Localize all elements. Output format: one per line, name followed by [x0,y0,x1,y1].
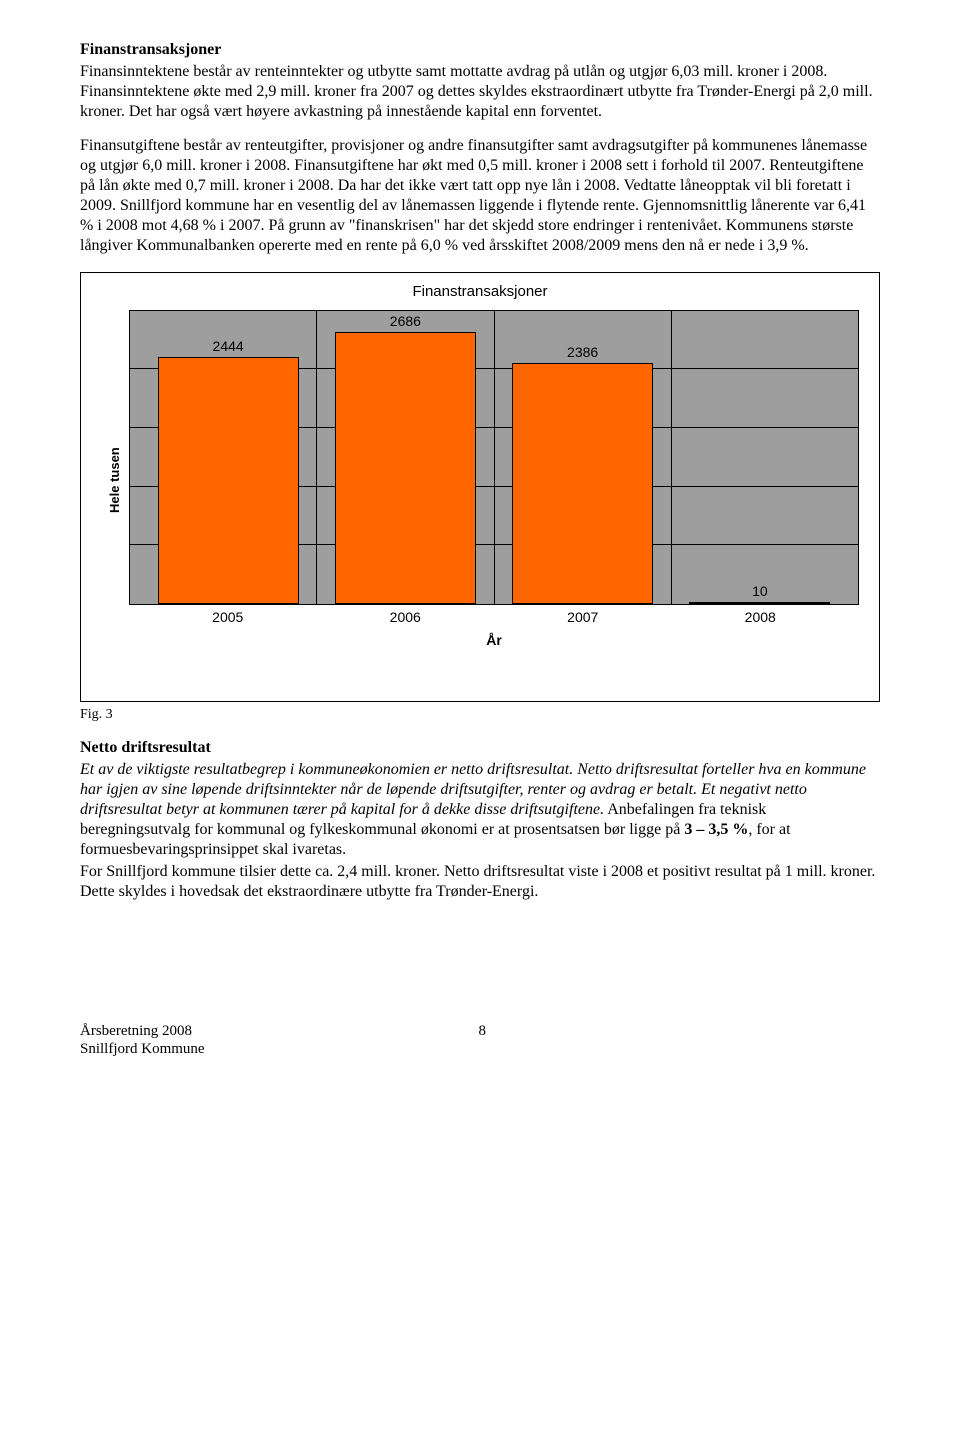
chart-plot-area: 2444 2686 2386 10 [129,310,859,605]
chart-title: Finanstransaksjoner [101,283,859,302]
chart-x-tick-label: 2005 [139,609,317,627]
paragraph-netto-1: Et av de viktigste resultatbegrep i komm… [80,760,880,860]
chart-bar-slot: 2444 [140,311,317,604]
chart-x-axis-label: År [129,632,859,650]
chart-x-tick-label: 2008 [672,609,850,627]
chart-bar-value-label: 2386 [567,344,598,362]
chart-bar: 2444 [158,357,299,604]
figure-caption-3: Fig. 3 [80,706,880,724]
paragraph-2: Finansutgiftene består av renteutgifter,… [80,136,880,256]
chart-bar-slot: 2686 [317,311,494,604]
chart-bar-slot: 10 [672,311,848,604]
chart-x-tick-label: 2007 [494,609,672,627]
section-heading-netto-driftsresultat: Netto driftsresultat [80,738,880,758]
paragraph-netto-2: For Snillfjord kommune tilsier dette ca.… [80,862,880,902]
chart-finanstransaksjoner: Finanstransaksjoner Hele tusen 244426862… [80,272,880,702]
chart-bar: 2386 [512,363,653,604]
chart-bar: 10 [689,602,830,604]
page-footer: Årsberetning 2008 Snillfjord Kommune 8 [80,1022,880,1060]
footer-line-2: Snillfjord Kommune [80,1041,205,1057]
chart-bar-value-label: 2686 [390,313,421,331]
footer-line-1: Årsberetning 2008 [80,1023,192,1039]
netto-bold-span: 3 – 3,5 % [684,821,748,838]
chart-bar-slot: 2386 [495,311,672,604]
chart-bar: 2686 [335,332,476,603]
chart-x-ticks: 2005200620072008 [129,609,859,627]
chart-bar-value-label: 2444 [213,338,244,356]
paragraph-1: Finansinntektene består av renteinntekte… [80,62,880,122]
chart-y-axis-label: Hele tusen [107,447,123,513]
chart-bar-value-label: 10 [752,583,768,601]
footer-page-number: 8 [479,1022,487,1060]
section-heading-finanstransaksjoner: Finanstransaksjoner [80,40,880,60]
chart-x-tick-label: 2006 [317,609,495,627]
